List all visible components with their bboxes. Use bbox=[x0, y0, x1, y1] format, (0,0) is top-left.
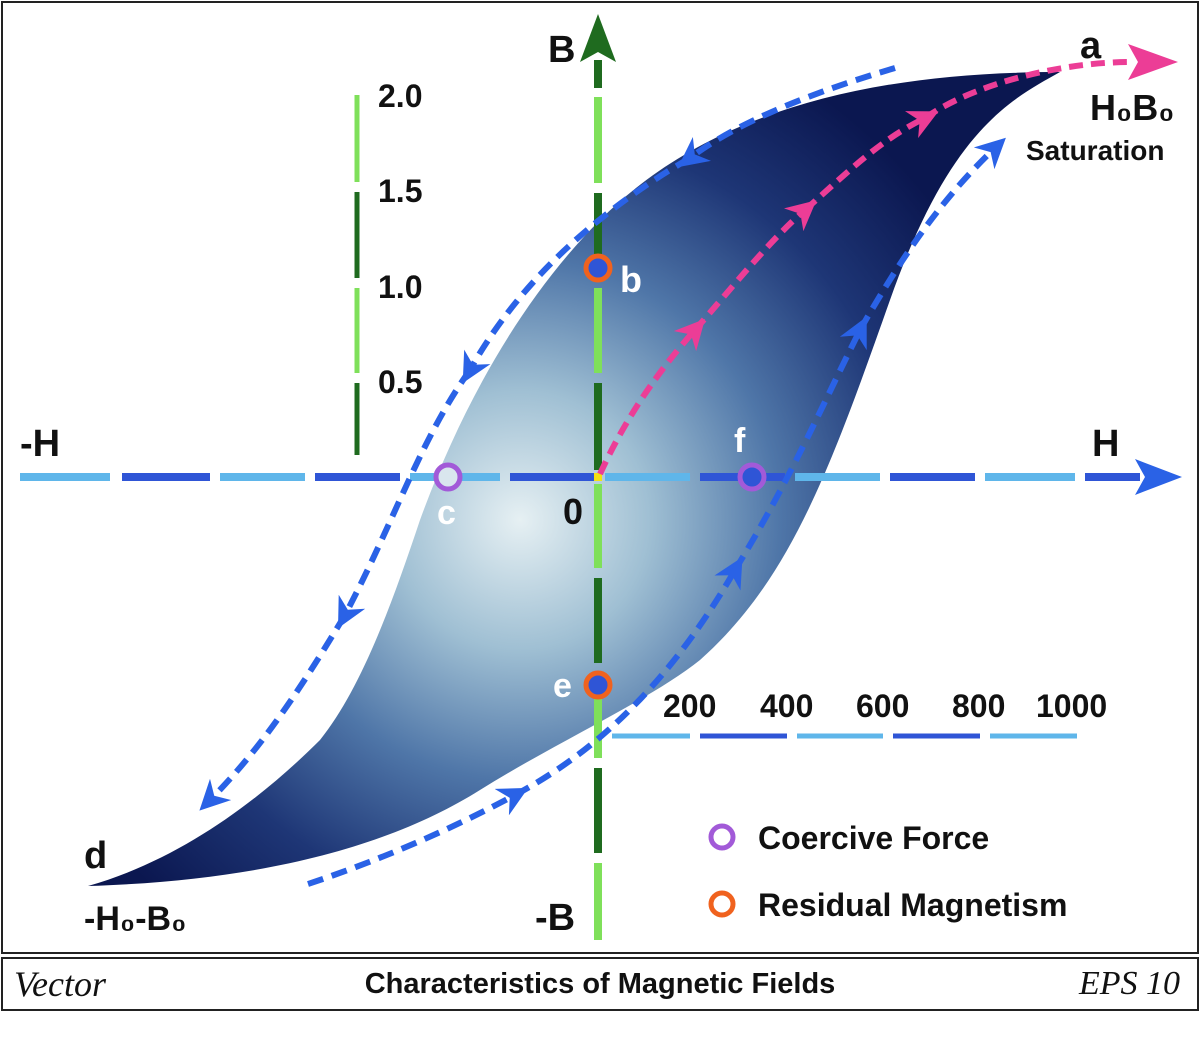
b-scale-label: 2.0 bbox=[378, 78, 422, 114]
h-negative-label: -H bbox=[20, 423, 60, 465]
footer-vector-label: Vector bbox=[14, 964, 106, 1004]
b-axis-arrowhead bbox=[580, 14, 616, 62]
b-negative-label: -B bbox=[535, 897, 575, 939]
coercive-legend-label: Coercive Force bbox=[758, 820, 989, 856]
h-scale-label: 600 bbox=[856, 688, 909, 724]
saturation-label: Saturation bbox=[1026, 135, 1164, 166]
point-a-value: H₀B₀ bbox=[1090, 87, 1174, 128]
point-f-label: f bbox=[734, 422, 746, 460]
b-scale-label: 1.5 bbox=[378, 173, 422, 209]
point-a-label: a bbox=[1080, 25, 1102, 67]
h-scale-label: 800 bbox=[952, 688, 1005, 724]
coercive-legend-marker bbox=[708, 823, 736, 851]
b-scale-label: 1.0 bbox=[378, 269, 422, 305]
origin-label: 0 bbox=[563, 491, 583, 532]
point-f-marker bbox=[737, 462, 767, 492]
footer-eps-label: EPS 10 bbox=[1078, 965, 1180, 1002]
point-c-marker bbox=[433, 462, 463, 492]
b-positive-label: B bbox=[548, 29, 575, 71]
footer-title: Characteristics of Magnetic Fields bbox=[364, 968, 836, 1000]
b-axis bbox=[580, 14, 616, 940]
h-positive-label: H bbox=[1092, 423, 1119, 465]
point-e-label: e bbox=[553, 667, 572, 705]
h-scale-label: 1000 bbox=[1036, 688, 1107, 724]
b-scale-label: 0.5 bbox=[378, 364, 422, 400]
footer-frame bbox=[1, 957, 1199, 1011]
point-e-marker bbox=[583, 670, 613, 700]
residual-legend-marker bbox=[708, 890, 736, 918]
diagram-frame bbox=[1, 1, 1199, 954]
h-axis-arrowhead bbox=[1135, 459, 1182, 495]
point-b-marker bbox=[583, 253, 613, 283]
h-scale-label: 200 bbox=[663, 688, 716, 724]
point-d-label: d bbox=[84, 835, 107, 877]
point-c-label: c bbox=[437, 494, 456, 532]
residual-legend-label: Residual Magnetism bbox=[758, 887, 1067, 923]
h-axis bbox=[20, 459, 1182, 495]
flow-arrows bbox=[199, 65, 1006, 887]
initial-curve bbox=[597, 44, 1178, 476]
point-b-label: b bbox=[620, 259, 642, 300]
h-scale-label: 400 bbox=[760, 688, 813, 724]
point-d-value: -H₀-B₀ bbox=[84, 900, 186, 938]
legend: Coercive Force Residual Magnetism bbox=[708, 820, 1067, 923]
